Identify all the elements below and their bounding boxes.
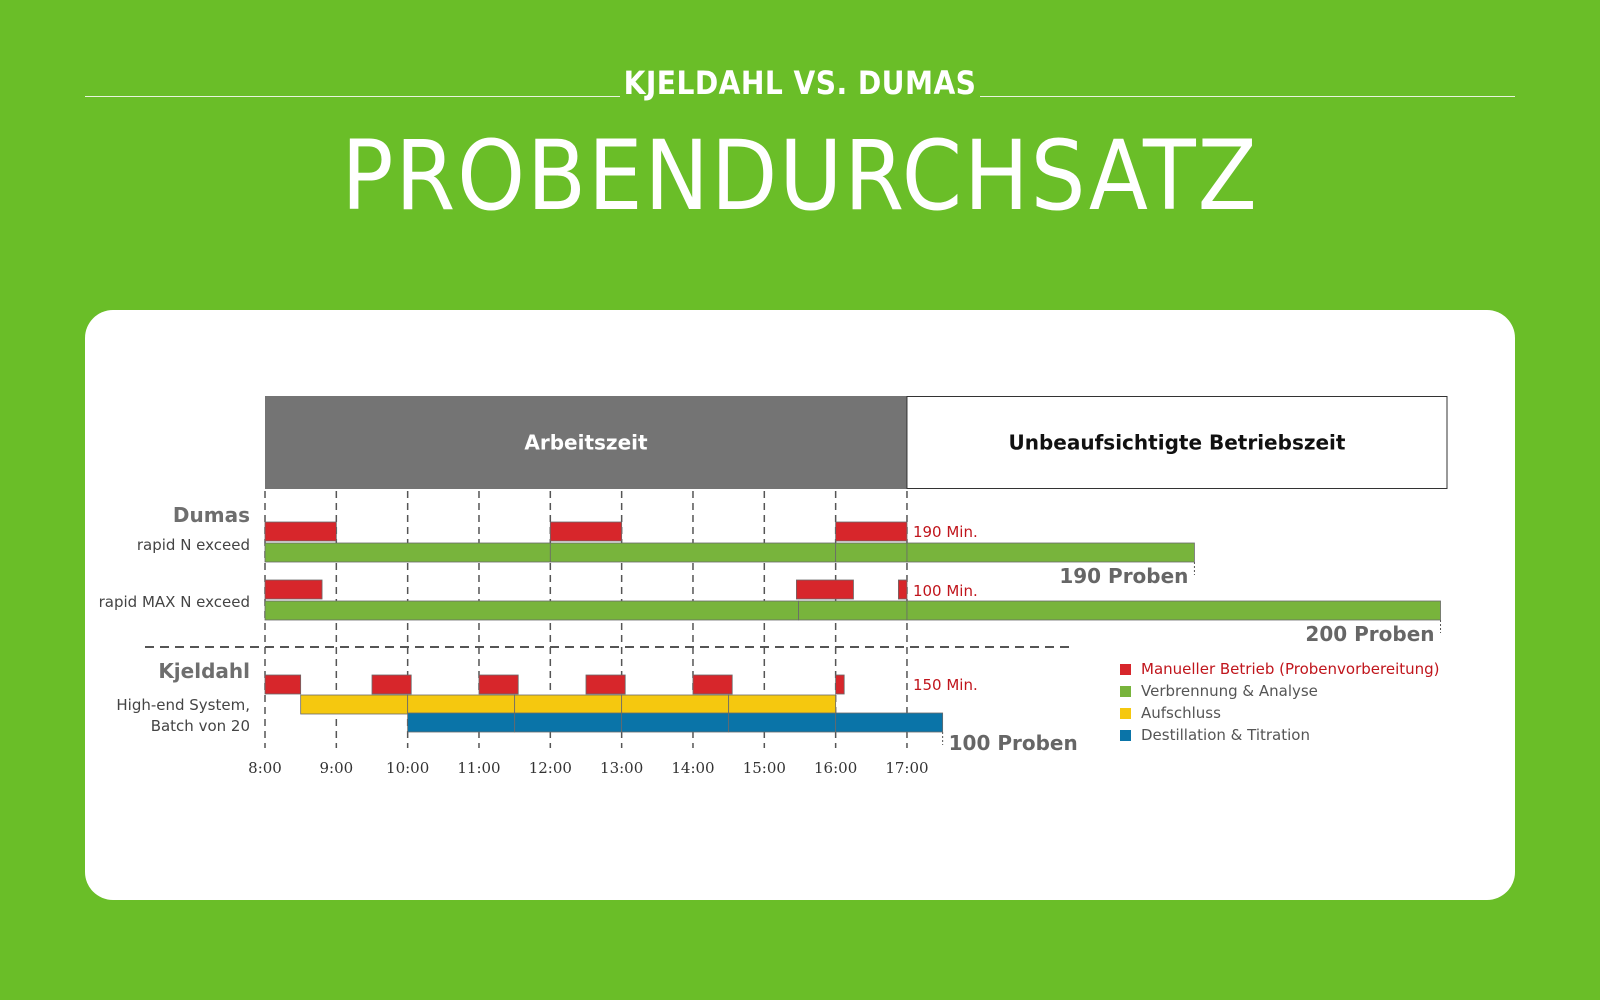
legend-swatch-combustion (1120, 686, 1131, 697)
row-label: rapid MAX N exceed (99, 593, 250, 611)
legend-label: Destillation & Titration (1141, 726, 1310, 744)
bar-manual (835, 674, 845, 695)
legend-label: Verbrennung & Analyse (1141, 682, 1318, 700)
page-subtitle: KJELDAHL VS. DUMAS (623, 64, 977, 102)
bar-manual (478, 674, 519, 695)
bar-digestion (728, 694, 837, 715)
manual-time-label: 100 Min. (913, 582, 978, 600)
result-label: 100 Proben (949, 731, 1078, 755)
bar-digestion (300, 694, 409, 715)
legend-label: Manueller Betrieb (Probenvorbereitung) (1141, 660, 1440, 678)
bar-distillation (835, 712, 944, 733)
chart-card: Arbeitszeit Unbeaufsichtigte Betriebszeit… (85, 310, 1515, 900)
bar-distillation (407, 712, 516, 733)
band-label-arbeitszeit: Arbeitszeit (524, 431, 648, 455)
throughput-gantt-chart: Arbeitszeit Unbeaufsichtigte Betriebszeit… (99, 396, 1448, 777)
row-label-line: High-end System, (116, 696, 250, 714)
bar-combustion (835, 542, 908, 563)
bar-combustion (906, 542, 1195, 563)
x-tick-label: 11:00 (457, 759, 500, 777)
group-label-dumas: Dumas (173, 503, 250, 527)
bar-distillation (621, 712, 730, 733)
row-label: rapid N exceed (137, 536, 250, 554)
bar-manual (898, 579, 908, 600)
result-label: 200 Proben (1305, 622, 1434, 646)
header-rule-left (85, 96, 620, 97)
bar-manual (796, 579, 854, 600)
x-tick-label: 13:00 (600, 759, 643, 777)
bar-digestion (514, 694, 623, 715)
band-label-unbeaufsichtigt: Unbeaufsichtigte Betriebszeit (1009, 431, 1346, 455)
x-tick-label: 14:00 (671, 759, 714, 777)
bar-combustion (264, 542, 551, 563)
band-arbeitszeit (265, 396, 907, 489)
legend-swatch-digestion (1120, 708, 1131, 719)
band-unbeaufsichtigt (906, 396, 1448, 489)
manual-time-label: 190 Min. (913, 523, 978, 541)
bar-combustion (906, 600, 1441, 621)
legend-label: Aufschluss (1141, 704, 1221, 722)
legend-swatch-manual (1120, 664, 1131, 675)
bar-combustion (549, 542, 837, 563)
x-tick-label: 15:00 (743, 759, 786, 777)
bar-distillation (514, 712, 623, 733)
manual-time-label: 150 Min. (913, 676, 978, 694)
x-tick-label: 9:00 (319, 759, 353, 777)
x-tick-label: 16:00 (814, 759, 857, 777)
bar-manual (835, 521, 908, 542)
bar-manual (549, 521, 623, 542)
result-label: 190 Proben (1059, 564, 1188, 588)
x-tick-label: 8:00 (248, 759, 282, 777)
bar-digestion (407, 694, 516, 715)
x-tick-label: 17:00 (885, 759, 928, 777)
group-label-kjeldahl: Kjeldahl (158, 659, 250, 683)
bar-manual (264, 674, 302, 695)
bar-digestion (621, 694, 730, 715)
bar-combustion (264, 600, 799, 621)
legend-swatch-distillation (1120, 730, 1131, 741)
page-title: PROBENDURCHSATZ (341, 120, 1259, 232)
x-tick-label: 10:00 (386, 759, 429, 777)
bar-distillation (728, 712, 837, 733)
bar-manual (371, 674, 412, 695)
header-rule-right (980, 96, 1515, 97)
x-tick-label: 12:00 (529, 759, 572, 777)
bar-manual (585, 674, 626, 695)
row-label-line: Batch von 20 (151, 717, 250, 735)
bar-combustion (798, 600, 908, 621)
bar-manual (692, 674, 733, 695)
bar-manual (264, 521, 337, 542)
bar-manual (264, 579, 323, 600)
